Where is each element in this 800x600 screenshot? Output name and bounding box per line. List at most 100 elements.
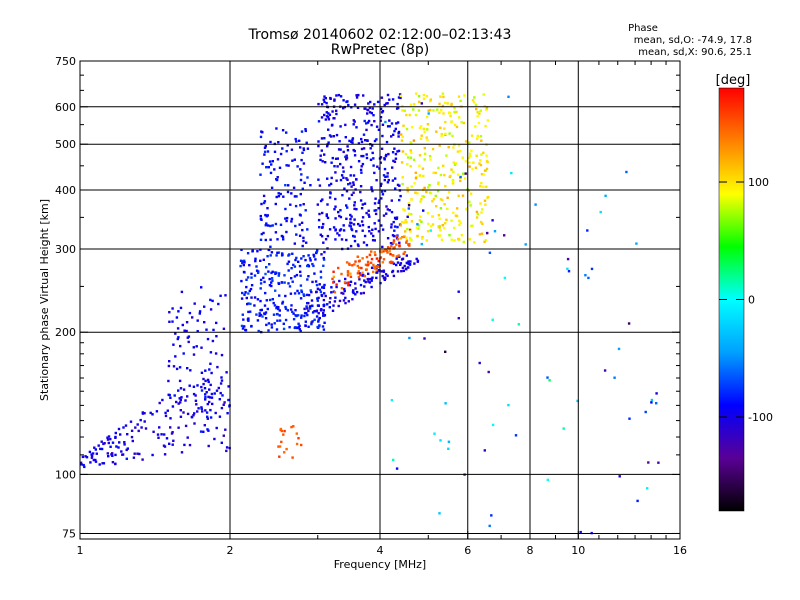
data-point-356: [268, 284, 272, 287]
data-point-1586: [406, 227, 409, 231]
data-point-250: [184, 399, 187, 402]
data-point-1681: [292, 425, 295, 428]
data-point-657: [300, 158, 303, 162]
data-point-326: [312, 255, 316, 258]
data-point-851: [345, 204, 348, 207]
data-point-1165: [342, 292, 345, 295]
data-point-1732: [507, 95, 510, 98]
data-point-1147: [305, 312, 308, 315]
data-point-1330: [391, 254, 394, 257]
data-point-1716: [483, 449, 486, 452]
data-point-678: [302, 147, 305, 150]
data-point-722: [396, 121, 400, 124]
data-point-1291: [340, 272, 343, 276]
data-point-45: [89, 461, 92, 464]
data-point-1192: [344, 296, 347, 300]
data-point-1268: [346, 274, 350, 277]
data-point-526: [293, 292, 297, 295]
data-point-255: [188, 311, 192, 315]
data-point-93: [133, 452, 136, 455]
data-point-1656: [428, 155, 432, 158]
data-point-1016: [353, 103, 357, 106]
data-point-1043: [392, 133, 395, 136]
data-point-1259: [373, 265, 376, 268]
data-point-350: [277, 272, 281, 275]
data-point-230: [196, 319, 199, 322]
data-point-1602: [418, 174, 421, 177]
data-point-345: [240, 324, 244, 328]
data-point-1753: [395, 467, 399, 470]
data-point-1102: [392, 262, 396, 265]
data-point-348: [253, 304, 256, 307]
data-point-659: [300, 221, 304, 224]
data-point-555: [247, 310, 250, 314]
data-point-418: [287, 254, 290, 257]
data-point-1469: [409, 239, 412, 242]
data-point-680: [260, 232, 263, 236]
data-point-1232: [392, 239, 396, 242]
data-point-662: [306, 147, 310, 150]
data-point-94: [120, 450, 123, 453]
data-point-1376: [405, 127, 409, 131]
data-point-1257: [372, 263, 375, 267]
data-point-1222: [329, 297, 332, 300]
data-point-712: [327, 118, 331, 121]
data-point-1702: [507, 403, 510, 407]
data-point-1168: [331, 309, 335, 312]
data-point-1634: [448, 112, 451, 115]
data-point-982: [385, 153, 388, 157]
data-point-88: [83, 465, 86, 469]
data-point-1615: [421, 167, 425, 170]
data-point-177: [188, 384, 191, 387]
data-point-1635: [415, 226, 419, 229]
data-point-668: [269, 171, 273, 175]
data-point-887: [336, 165, 339, 168]
data-point-463: [239, 259, 243, 262]
data-point-216: [168, 320, 171, 323]
data-point-1328: [388, 247, 391, 250]
data-point-952: [337, 148, 341, 151]
data-point-872: [346, 206, 349, 209]
data-point-389: [304, 258, 307, 262]
data-point-155: [200, 406, 203, 409]
data-point-402: [263, 304, 267, 307]
data-point-633: [293, 242, 296, 245]
data-point-1204: [307, 301, 310, 305]
data-point-1725: [416, 223, 419, 226]
data-point-253: [201, 410, 204, 413]
data-point-108: [158, 426, 161, 429]
data-point-1504: [483, 199, 487, 202]
data-point-1348: [457, 194, 460, 197]
data-point-1554: [480, 232, 484, 235]
data-point-619: [265, 215, 268, 218]
data-point-1710: [491, 423, 495, 427]
data-point-1429: [439, 173, 443, 177]
data-point-985: [339, 162, 342, 166]
data-point-98: [171, 405, 175, 408]
data-point-1643: [458, 238, 461, 241]
data-point-1392: [440, 108, 443, 112]
data-point-372: [264, 291, 267, 295]
data-point-535: [259, 299, 262, 303]
data-point-1396: [425, 94, 429, 98]
data-point-683: [301, 244, 304, 248]
data-point-1255: [337, 266, 340, 270]
data-point-307: [270, 326, 274, 329]
data-point-1764: [644, 410, 647, 414]
data-point-1717: [384, 120, 387, 124]
data-point-71: [202, 430, 205, 433]
data-point-1304: [395, 243, 398, 246]
data-point-1235: [363, 274, 367, 278]
data-point-1542: [441, 92, 445, 95]
data-point-183: [205, 391, 208, 394]
data-point-351: [247, 292, 250, 295]
data-point-1434: [458, 219, 461, 223]
data-point-833: [369, 158, 373, 161]
data-point-660: [261, 162, 264, 165]
data-point-767: [339, 215, 343, 219]
data-point-415: [302, 294, 306, 297]
data-point-322: [314, 280, 318, 283]
data-point-807: [349, 182, 352, 185]
data-point-282: [297, 260, 300, 263]
